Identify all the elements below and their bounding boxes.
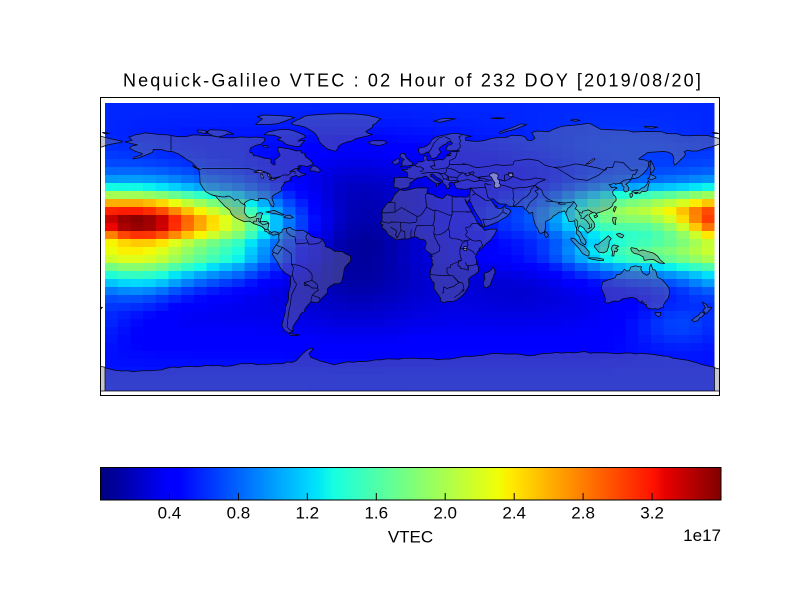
svg-text:0.8: 0.8	[227, 504, 251, 523]
svg-text:2.8: 2.8	[571, 504, 595, 523]
svg-text:1.2: 1.2	[295, 504, 319, 523]
svg-text:VTEC: VTEC	[388, 528, 433, 547]
svg-text:0.4: 0.4	[158, 504, 182, 523]
svg-text:1e17: 1e17	[683, 526, 721, 545]
svg-text:2.0: 2.0	[433, 504, 457, 523]
svg-text:2.4: 2.4	[502, 504, 526, 523]
svg-text:1.6: 1.6	[364, 504, 388, 523]
svg-text:3.2: 3.2	[640, 504, 664, 523]
svg-text:Nequick-Galileo VTEC : 02 Hour: Nequick-Galileo VTEC : 02 Hour of 232 DO…	[123, 71, 703, 91]
